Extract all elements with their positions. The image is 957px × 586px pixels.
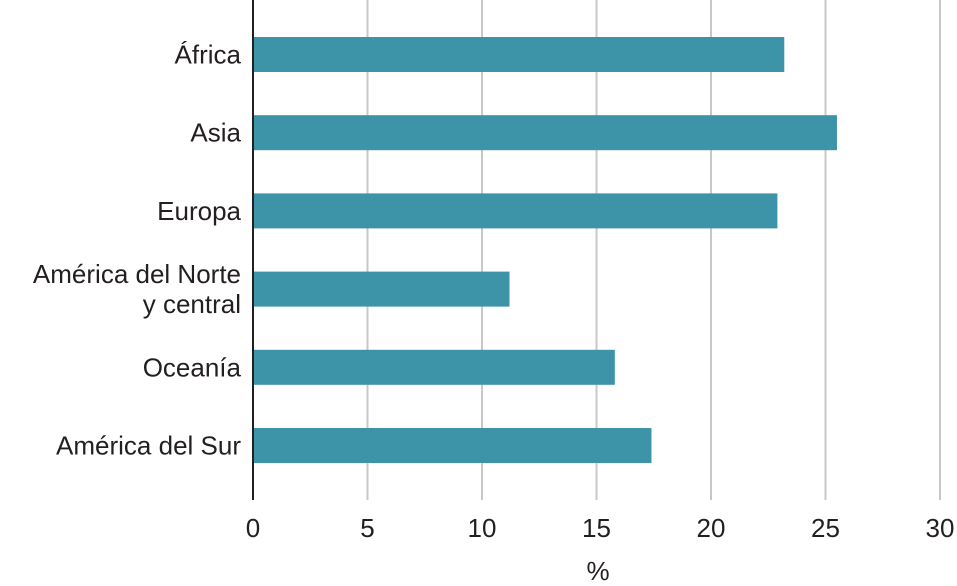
category-label: y central bbox=[143, 289, 241, 319]
x-tick-label: 5 bbox=[360, 513, 374, 543]
category-label: Europa bbox=[157, 196, 241, 226]
category-label: Asia bbox=[190, 118, 241, 148]
x-tick-label: 0 bbox=[246, 513, 260, 543]
category-label: África bbox=[175, 40, 242, 70]
bar bbox=[253, 428, 652, 463]
x-tick-label: 20 bbox=[697, 513, 726, 543]
x-tick-label: 15 bbox=[582, 513, 611, 543]
bar bbox=[253, 37, 785, 72]
x-tick-label: 30 bbox=[926, 513, 955, 543]
bar bbox=[253, 349, 615, 385]
x-tick-label: 25 bbox=[811, 513, 840, 543]
category-label: América del Norte bbox=[33, 259, 241, 289]
bars bbox=[253, 37, 837, 463]
bar bbox=[253, 115, 837, 151]
category-label: América del Sur bbox=[56, 431, 241, 461]
bar bbox=[253, 271, 510, 307]
x-tick-label: 10 bbox=[468, 513, 497, 543]
x-axis-label: % bbox=[586, 556, 609, 581]
gridlines bbox=[366, 0, 941, 500]
x-tick-labels: 0 5 10 15 20 25 30 bbox=[246, 513, 955, 543]
bar bbox=[253, 193, 778, 229]
category-label: Oceanía bbox=[143, 352, 242, 382]
